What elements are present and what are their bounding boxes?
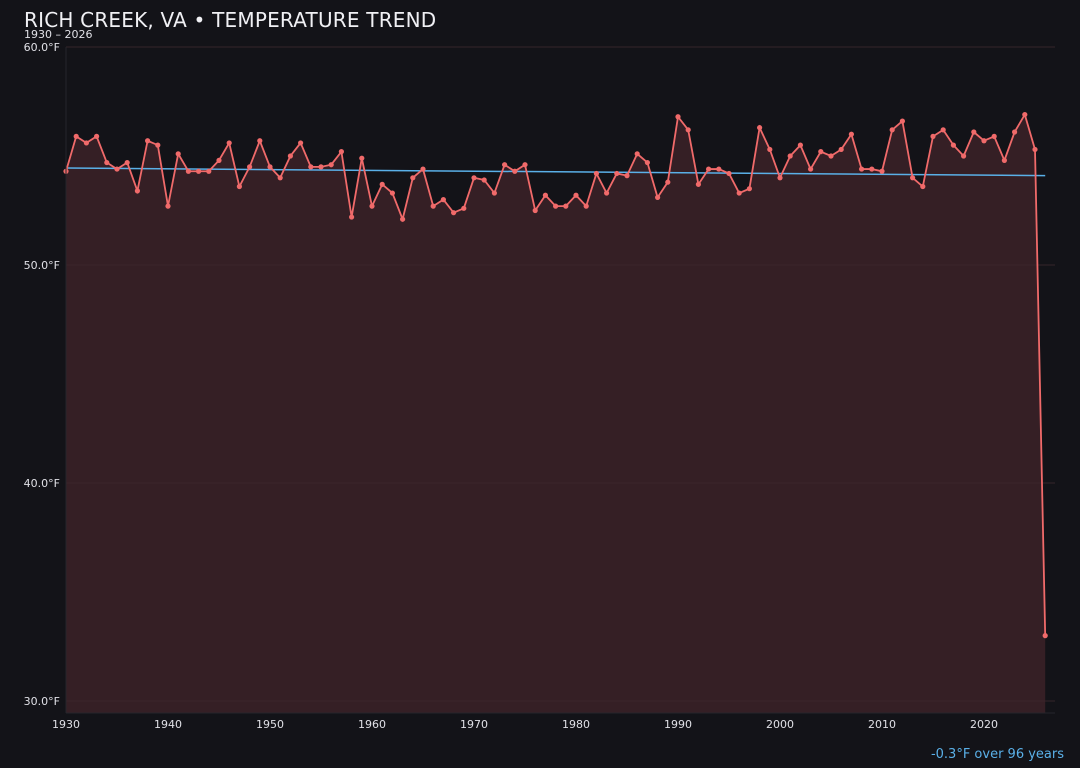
svg-text:2020: 2020 (970, 718, 998, 731)
svg-text:2010: 2010 (868, 718, 896, 731)
data-points (63, 111, 1048, 639)
svg-text:1960: 1960 (358, 718, 386, 731)
svg-text:30.0°F: 30.0°F (24, 695, 60, 708)
svg-text:1970: 1970 (460, 718, 488, 731)
svg-text:40.0°F: 40.0°F (24, 477, 60, 490)
svg-text:50.0°F: 50.0°F (24, 259, 60, 272)
trend-line (65, 167, 1046, 177)
svg-text:1930: 1930 (52, 718, 80, 731)
x-axis-ticks: 1930 1940 1950 1960 1970 1980 1990 2000 2010 2020 (52, 718, 998, 731)
svg-text:60.0°F: 60.0°F (24, 41, 60, 54)
chart-title: RICH CREEK, VA • TEMPERATURE TREND (24, 8, 437, 32)
y-axis-ticks: 30.0°F 40.0°F 50.0°F 60.0°F (24, 41, 60, 708)
temperature-area-fill (66, 114, 1046, 713)
trend-summary: -0.3°F over 96 years (930, 747, 1064, 762)
svg-text:1940: 1940 (154, 718, 182, 731)
svg-text:1980: 1980 (562, 718, 590, 731)
chart-subtitle: 1930 – 2026 (24, 28, 93, 41)
svg-text:1990: 1990 (664, 718, 692, 731)
svg-text:2000: 2000 (766, 718, 794, 731)
svg-text:1950: 1950 (256, 718, 284, 731)
